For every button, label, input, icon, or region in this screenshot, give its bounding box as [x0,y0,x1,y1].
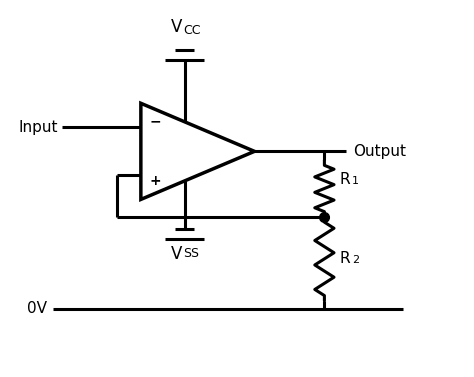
Text: −: − [149,115,161,129]
Text: 0V: 0V [27,301,47,316]
Text: R: R [340,172,350,187]
Text: SS: SS [183,247,199,260]
Text: V: V [171,18,182,35]
Text: +: + [149,174,161,188]
Text: V: V [171,245,182,263]
Text: 2: 2 [352,255,359,265]
Text: CC: CC [183,24,201,37]
Text: Input: Input [18,120,58,135]
Text: Output: Output [353,144,406,159]
Text: R: R [340,251,350,267]
Text: 1: 1 [352,176,359,186]
